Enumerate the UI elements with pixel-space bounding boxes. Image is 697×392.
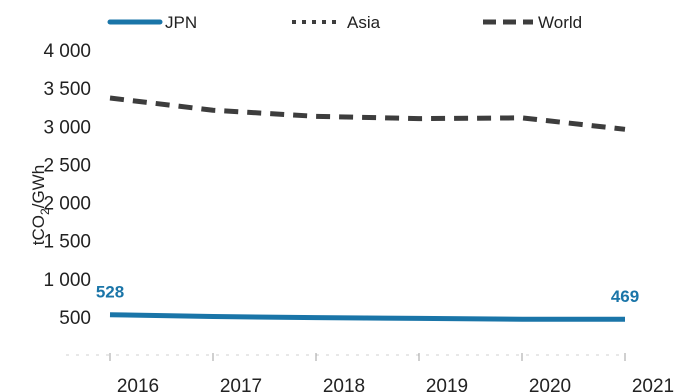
legend-label-world: World (538, 13, 582, 32)
legend: JPN Asia World (107, 13, 582, 32)
y-axis-label-subscript: 2 (38, 208, 52, 215)
y-tick-label-4000: 4 000 (43, 41, 91, 62)
y-tick-label-1500: 1 500 (43, 232, 91, 253)
x-tick-label-2019: 2019 (426, 376, 468, 392)
y-tick-label-500: 500 (59, 308, 91, 329)
y-tick-label-3000: 3 000 (43, 117, 91, 138)
y-tick-label-1000: 1 000 (43, 270, 91, 291)
x-axis: 2016 2017 2018 2019 2020 2021 (66, 353, 674, 392)
legend-item-world: World (483, 13, 582, 32)
data-label-jpn-2021: 469 (611, 287, 639, 306)
y-axis-label: tCO2/GWh (29, 165, 52, 245)
x-tick-label-2016: 2016 (117, 376, 159, 392)
series-line-jpn (109, 312, 625, 322)
series-line-world (109, 95, 626, 132)
legend-label-jpn: JPN (165, 13, 197, 32)
legend-label-asia: Asia (347, 13, 381, 32)
legend-item-jpn: JPN (107, 13, 197, 32)
y-axis-label-main: tCO (29, 215, 48, 245)
data-label-jpn-2016: 528 (96, 283, 124, 302)
y-tick-label-2000: 2 000 (43, 194, 91, 215)
y-tick-label-2500: 2 500 (43, 155, 91, 176)
legend-item-asia: Asia (292, 13, 381, 32)
x-tick-label-2018: 2018 (323, 376, 365, 392)
x-tick-label-2021: 2021 (632, 376, 674, 392)
x-tick-label-2017: 2017 (220, 376, 262, 392)
y-axis-label-tail: /GWh (29, 165, 48, 208)
y-tick-label-3500: 3 500 (43, 79, 91, 100)
series-lines (109, 95, 626, 322)
data-labels: 528 469 (96, 283, 639, 306)
y-axis: 500 1 000 1 500 2 000 2 500 3 000 3 500 4 000 (43, 41, 91, 329)
x-tick-label-2020: 2020 (529, 376, 571, 392)
